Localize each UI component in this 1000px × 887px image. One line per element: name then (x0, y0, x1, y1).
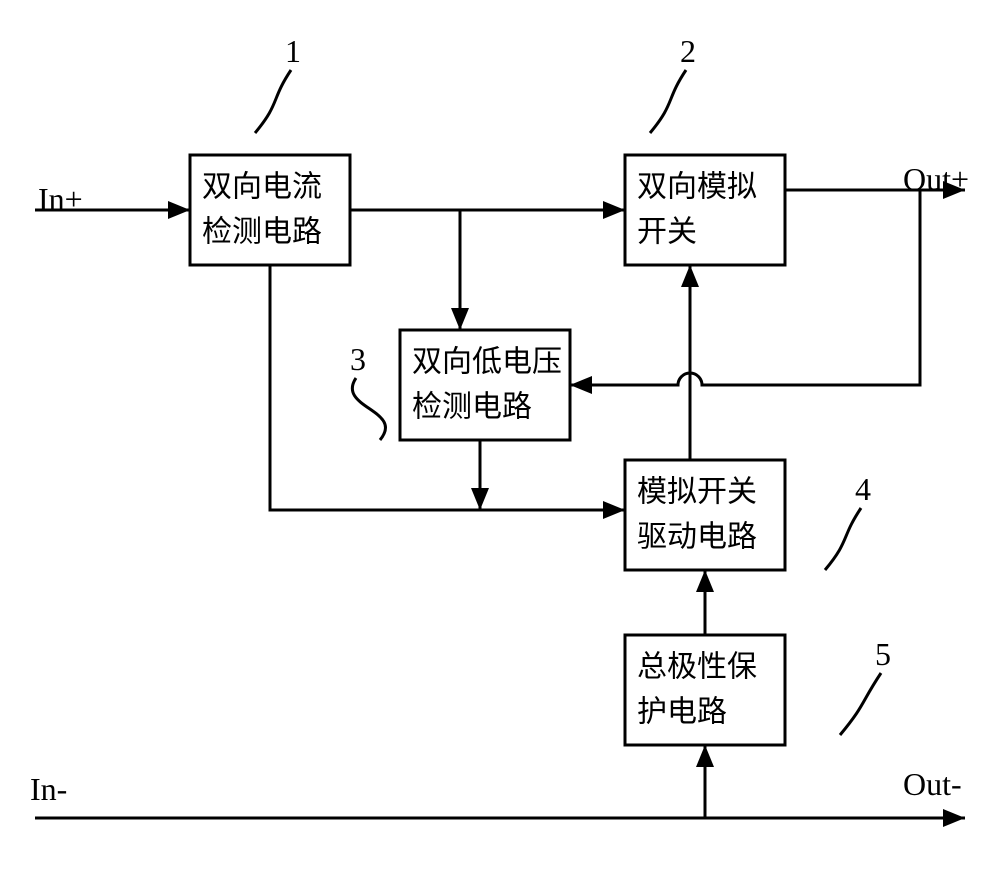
block-diagram: 双向电流检测电路双向模拟开关双向低电压检测电路模拟开关驱动电路总极性保护电路In… (0, 0, 1000, 887)
block-b5-line1: 护电路 (637, 696, 727, 729)
block-b3-line1: 检测电路 (412, 391, 532, 424)
ref-label-r4: 4 (855, 471, 871, 507)
ref-leader-r1 (255, 70, 291, 133)
ref-leader-r3 (352, 378, 385, 440)
io-label-in_plus: In+ (38, 181, 83, 217)
block-b4: 模拟开关驱动电路 (625, 460, 785, 570)
block-b1-line0: 双向电流 (202, 171, 322, 204)
ref-leader-r5 (840, 673, 881, 735)
ref-label-r2: 2 (680, 33, 696, 69)
block-b1: 双向电流检测电路 (190, 155, 350, 265)
block-b2-line0: 双向模拟 (637, 171, 757, 204)
block-b4-line0: 模拟开关 (637, 476, 757, 509)
ref-label-r5: 5 (875, 636, 891, 672)
io-label-in_minus: In- (30, 771, 67, 807)
ref-label-r3: 3 (350, 341, 366, 377)
block-b2: 双向模拟开关 (625, 155, 785, 265)
ref-leader-r4 (825, 508, 861, 570)
block-b3-line0: 双向低电压 (412, 346, 562, 379)
ref-leader-r2 (650, 70, 686, 133)
io-label-out_minus: Out- (903, 766, 962, 802)
ref-label-r1: 1 (285, 33, 301, 69)
io-label-out_plus: Out+ (903, 161, 969, 197)
block-b2-line1: 开关 (637, 216, 697, 249)
block-b5: 总极性保护电路 (625, 635, 785, 745)
block-b5-line0: 总极性保 (637, 651, 757, 684)
block-b4-line1: 驱动电路 (637, 521, 757, 554)
block-b3: 双向低电压检测电路 (400, 330, 570, 440)
block-b1-line1: 检测电路 (202, 216, 322, 249)
